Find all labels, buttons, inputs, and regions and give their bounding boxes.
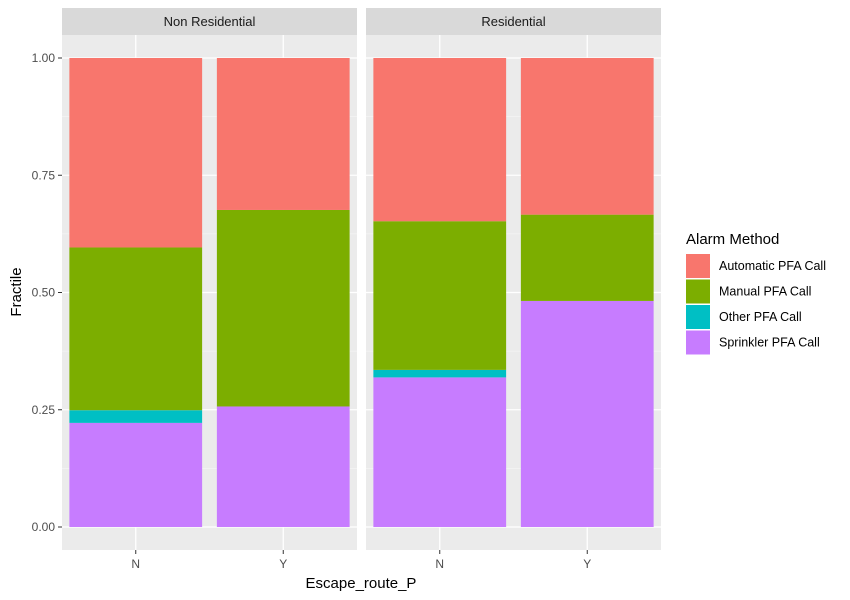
legend-label: Manual PFA Call [719, 285, 811, 299]
x-tick-label: N [435, 557, 444, 571]
bar-segment-manual-pfa-call [520, 214, 654, 301]
bar-segment-sprinkler-pfa-call [69, 422, 203, 527]
legend-label: Sprinkler PFA Call [719, 336, 820, 350]
facet-strip [366, 8, 661, 35]
facet-panel-0: Non Residential [62, 8, 357, 550]
x-tick-label: Y [279, 557, 287, 571]
facet-strip-label: Non Residential [164, 14, 256, 29]
bar-segment-other-pfa-call [69, 410, 203, 423]
legend-swatch-automatic-pfa-call [686, 254, 710, 278]
x-tick-label: Y [583, 557, 591, 571]
y-tick-label: 1.00 [32, 51, 56, 65]
legend-swatch-sprinkler-pfa-call [686, 330, 710, 355]
legend-title: Alarm Method [686, 231, 779, 248]
bar-segment-manual-pfa-call [216, 209, 350, 407]
bar-segment-automatic-pfa-call [69, 58, 203, 248]
bar-segment-sprinkler-pfa-call [373, 377, 507, 527]
bar-segment-other-pfa-call [373, 369, 507, 378]
facet-strip [62, 8, 357, 35]
bar-segment-automatic-pfa-call [373, 58, 507, 222]
legend-label: Automatic PFA Call [719, 259, 826, 273]
y-axis: 0.00 0.25 0.50 0.75 1.00 [32, 51, 62, 534]
bar-segment-automatic-pfa-call [520, 58, 654, 215]
legend: Alarm Method Automatic PFA Call Manual PFA… [686, 231, 826, 355]
bar-segment-sprinkler-pfa-call [520, 300, 654, 527]
legend-swatch-other-pfa-call [686, 305, 710, 329]
x-axis-title: Escape_route_P [306, 575, 417, 592]
legend-swatch-manual-pfa-call [686, 279, 710, 304]
y-tick-label: 0.00 [32, 520, 56, 534]
bar-segment-manual-pfa-call [69, 247, 203, 411]
bar-segment-sprinkler-pfa-call [216, 406, 350, 527]
panels-group: Non Residential Residential [62, 8, 661, 550]
facet-strip-label: Residential [481, 14, 545, 29]
y-axis-title: Fractile [8, 267, 25, 316]
bar-segment-automatic-pfa-call [216, 58, 350, 210]
facet-panel-1: Residential [366, 8, 661, 550]
y-tick-label: 0.75 [32, 168, 56, 182]
legend-label: Other PFA Call [719, 310, 802, 324]
bar-segment-manual-pfa-call [373, 221, 507, 370]
y-tick-label: 0.25 [32, 403, 56, 417]
y-tick-label: 0.50 [32, 286, 56, 300]
x-tick-label: N [131, 557, 140, 571]
